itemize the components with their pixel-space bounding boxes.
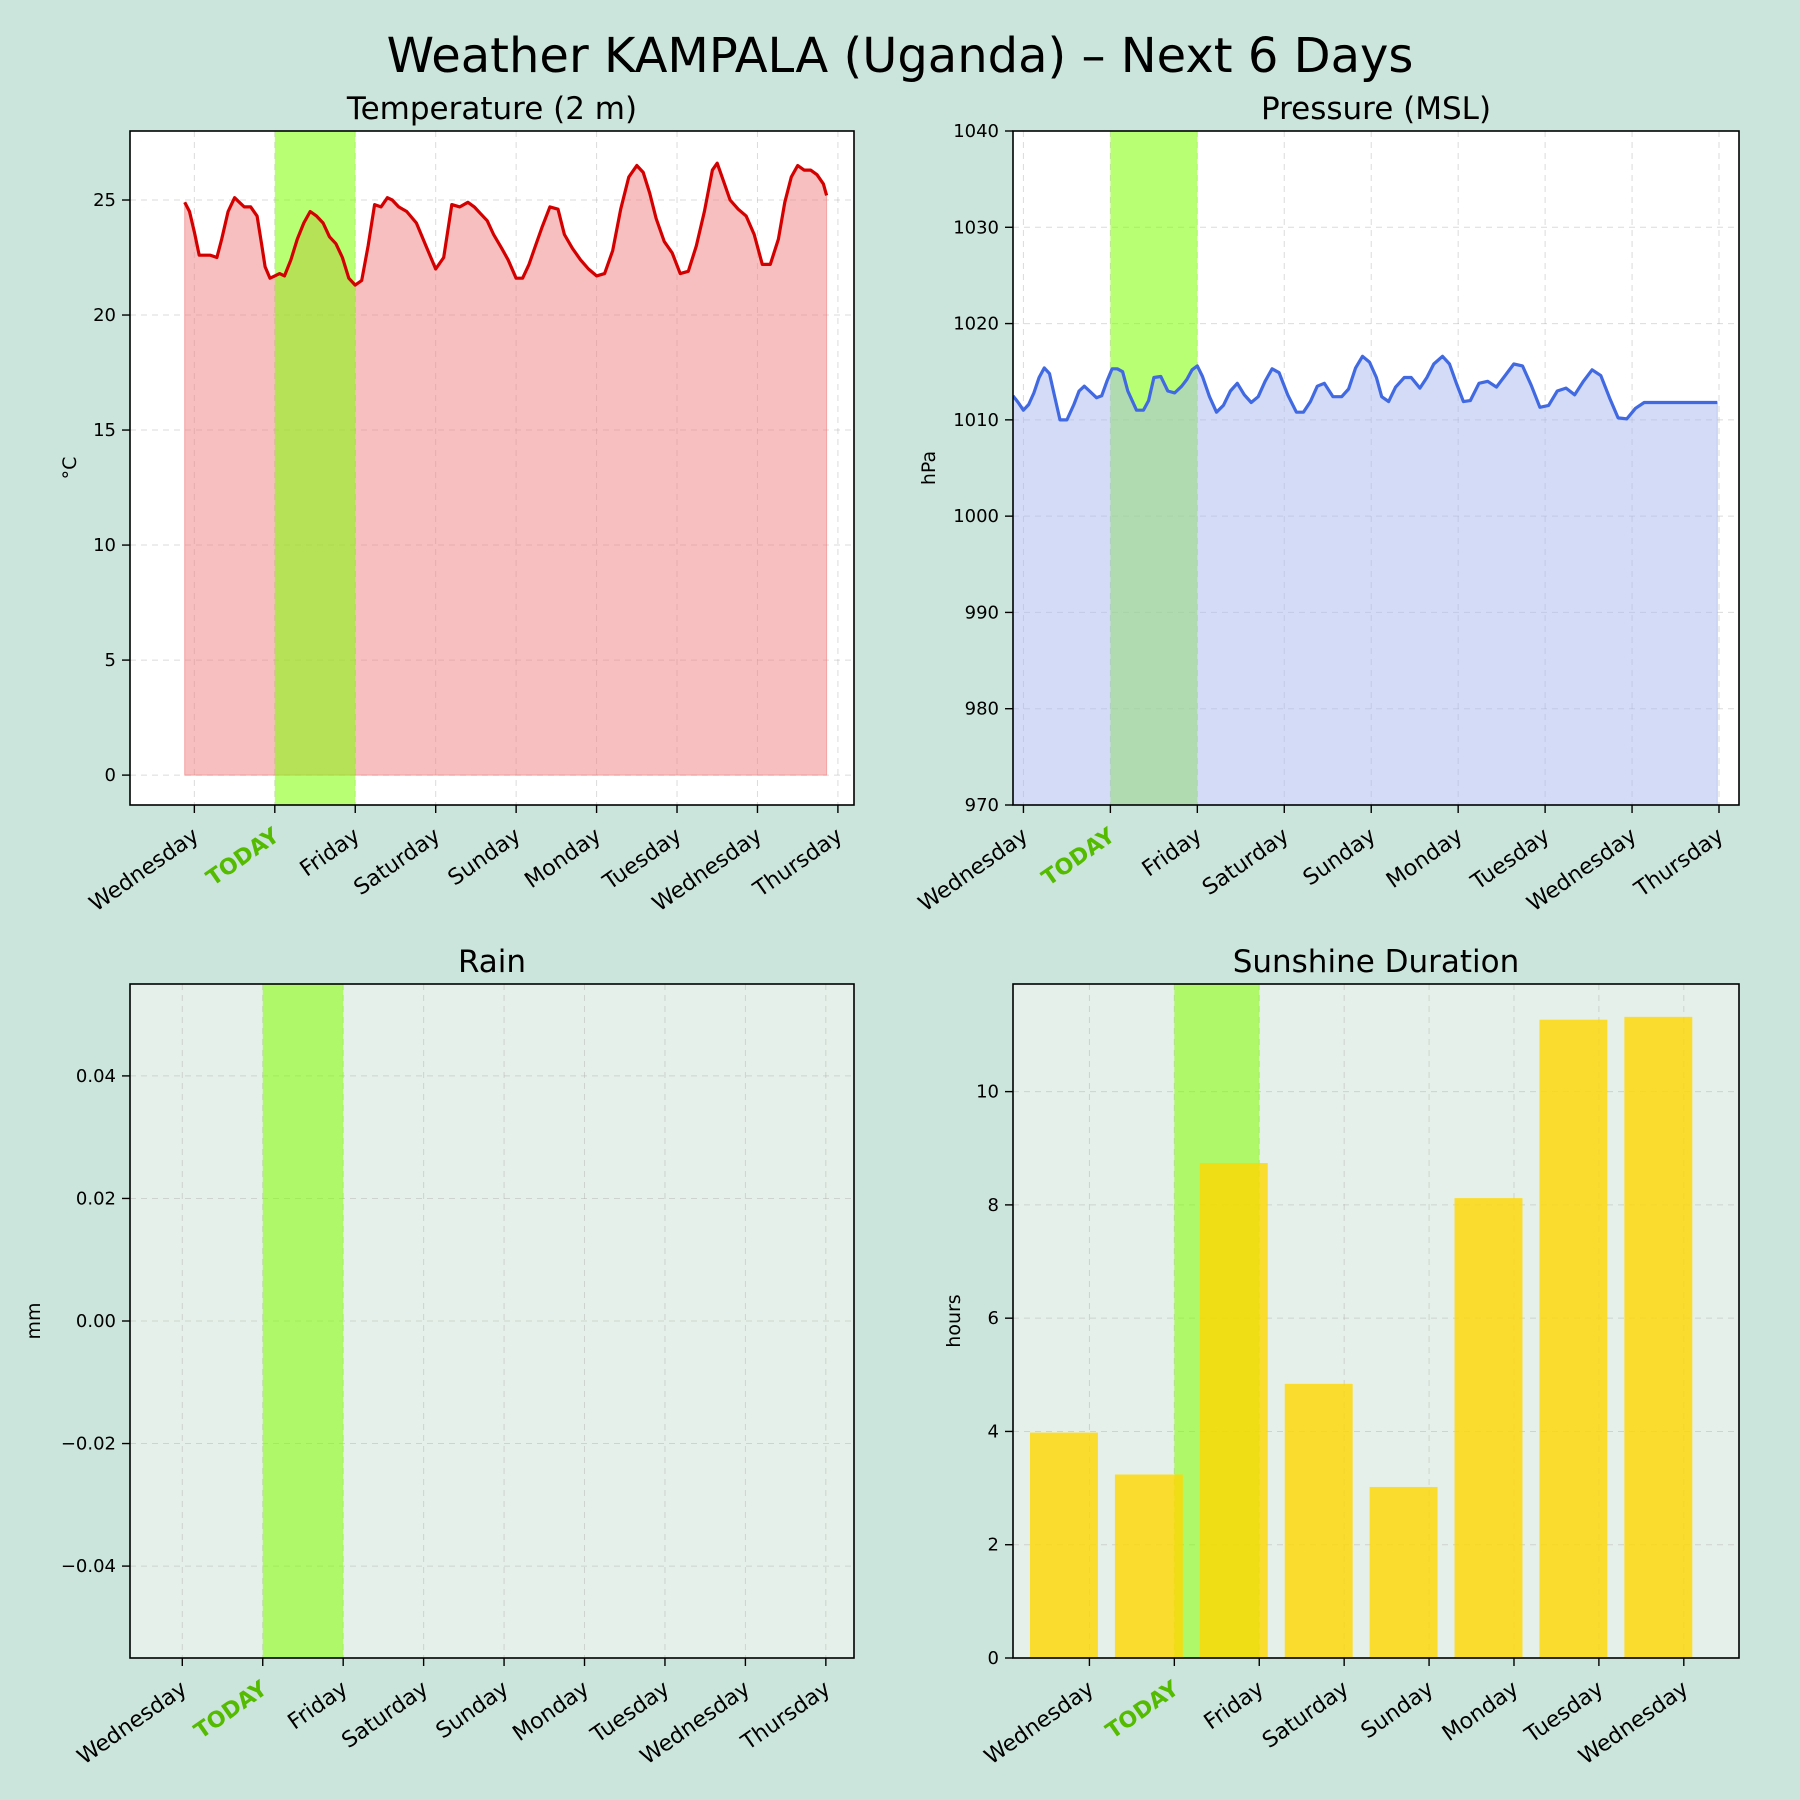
y-tick-label: −0.02 (61, 1434, 116, 1455)
x-tick-label: Friday (1138, 823, 1207, 882)
x-tick-label: Wednesday (73, 1676, 192, 1770)
axes-frame (1012, 983, 1740, 1659)
sunshine-bar (1539, 1019, 1608, 1658)
x-tick-label: Friday (1200, 1676, 1269, 1735)
y-tick-label: 15 (93, 420, 116, 441)
y-tick-label: 0.02 (76, 1188, 116, 1209)
x-tick-label: Thursday (736, 1676, 835, 1756)
x-tick-label: Sunday (444, 823, 526, 891)
y-tick-label: 10 (976, 1082, 999, 1103)
axes-frame (1012, 130, 1740, 806)
panel-title: Sunshine Duration (1233, 944, 1520, 980)
temperature-line (183, 161, 829, 287)
y-tick-label: 1010 (953, 410, 999, 431)
sunshine-bar (1199, 1162, 1268, 1658)
y-tick-label: 1020 (953, 314, 999, 335)
sunshine-bar (1624, 1016, 1693, 1658)
sunshine-bar (1114, 1474, 1183, 1658)
y-tick-label: 0.00 (76, 1311, 116, 1332)
today-tick-label: TODAY (190, 1676, 273, 1745)
x-tick-label: Sunday (1357, 1676, 1439, 1744)
x-tick-label: Friday (296, 823, 365, 882)
y-tick-label: 1000 (953, 506, 999, 527)
y-tick-label: 6 (988, 1308, 999, 1329)
x-tick-label: Monday (1382, 823, 1467, 893)
y-tick-label: 20 (93, 305, 116, 326)
y-axis-label: mm (23, 1302, 45, 1339)
y-tick-label: 990 (965, 602, 999, 623)
sunshine-bar (1284, 1383, 1353, 1658)
x-tick-label: Wednesday (980, 1676, 1099, 1770)
axes-frame (129, 130, 855, 806)
y-tick-label: 1040 (953, 121, 999, 142)
today-tick-label: TODAY (1038, 823, 1121, 892)
x-tick-label: Saturday (1198, 823, 1294, 900)
x-tick-label: Monday (521, 823, 606, 893)
x-tick-label: Thursday (748, 823, 847, 903)
y-tick-label: 2 (988, 1535, 999, 1556)
y-tick-label: 25 (93, 190, 116, 211)
sunshine-bar (1454, 1198, 1523, 1658)
y-tick-label: 970 (965, 795, 999, 816)
x-tick-label: Sunday (1299, 823, 1381, 891)
panel-title: Pressure (MSL) (1261, 91, 1491, 127)
pressure-area (1013, 355, 1718, 805)
y-axis-label: °C (59, 457, 81, 480)
x-tick-label: Sunday (432, 1676, 514, 1744)
today-tick-label: TODAY (202, 823, 285, 892)
y-axis-label: hours (943, 1294, 965, 1347)
plot-area (130, 984, 854, 1658)
x-tick-label: Wednesday (914, 823, 1033, 917)
x-tick-label: Monday (1438, 1676, 1523, 1746)
sunshine-bar (1029, 1432, 1098, 1658)
today-band (262, 984, 344, 1658)
today-tick-label: TODAY (1102, 1676, 1185, 1745)
y-axis-label: hPa (918, 451, 940, 485)
y-tick-label: 4 (988, 1421, 999, 1442)
x-tick-label: Saturday (338, 1676, 434, 1753)
x-tick-label: Monday (508, 1676, 593, 1746)
y-tick-label: 1030 (953, 217, 999, 238)
y-tick-label: 10 (93, 535, 116, 556)
sunshine-bar (1369, 1486, 1438, 1658)
x-tick-label: Saturday (350, 823, 446, 900)
y-tick-label: 8 (988, 1195, 999, 1216)
y-tick-label: 0 (988, 1648, 999, 1669)
y-tick-label: 0.04 (76, 1066, 116, 1087)
x-tick-label: Saturday (1258, 1676, 1354, 1753)
today-band (274, 131, 356, 805)
x-tick-label: Thursday (1629, 823, 1728, 903)
pressure-line (1013, 354, 1718, 422)
figure-title: Weather KAMPALA (Uganda) – Next 6 Days (387, 28, 1414, 84)
y-tick-label: 980 (965, 699, 999, 720)
pressure-panel: 970 980 990 1000 1010 1020 1030 1040 Wednesday TO… (914, 91, 1740, 917)
y-tick-label: 5 (105, 650, 116, 671)
x-tick-label: Wednesday (85, 823, 204, 917)
panel-title: Rain (458, 944, 526, 980)
y-tick-label: 0 (105, 765, 116, 786)
y-tick-label: −0.04 (61, 1556, 116, 1577)
panel-title: Temperature (2 m) (346, 91, 637, 127)
x-tick-label: Friday (284, 1676, 353, 1735)
